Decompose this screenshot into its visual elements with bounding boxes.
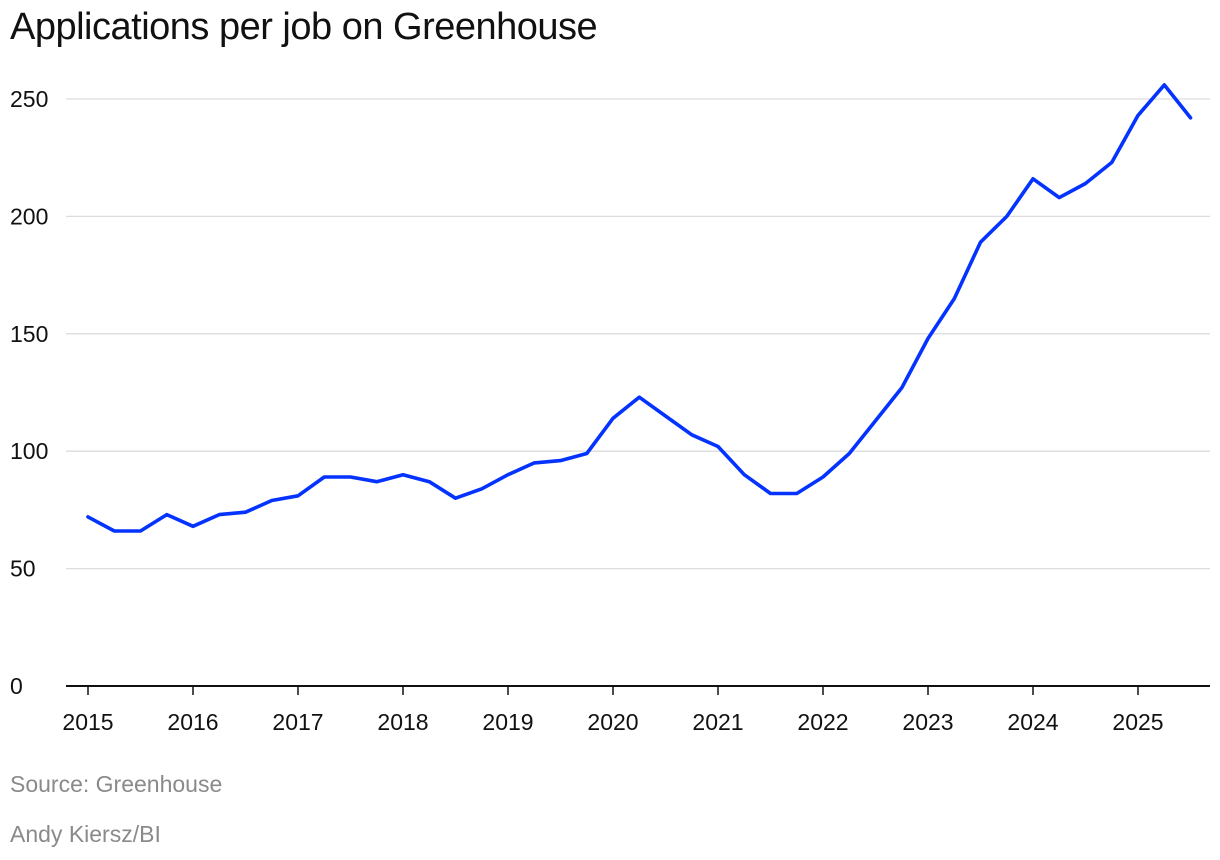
y-tick-label: 0 [10, 673, 23, 699]
y-axis-ticks: 0 50 100 150 200 250 [10, 86, 48, 699]
series-line [86, 83, 1193, 533]
y-tick-label: 50 [10, 556, 36, 582]
x-tick-label: 2020 [587, 709, 638, 735]
x-tick-label: 2024 [1007, 709, 1058, 735]
x-tick-label: 2023 [902, 709, 953, 735]
y-tick-label: 200 [10, 203, 48, 229]
y-tick-label: 250 [10, 86, 48, 112]
x-tick-label: 2017 [272, 709, 323, 735]
gridlines [66, 98, 1210, 570]
x-tick-label: 2021 [692, 709, 743, 735]
x-tick-label: 2019 [482, 709, 533, 735]
x-axis: 2015 2016 2017 2018 2019 2020 2021 2022 2023 2024… [62, 685, 1210, 735]
series-group [86, 83, 1193, 533]
source-note: Source: Greenhouse [10, 771, 223, 797]
x-tick-label: 2022 [797, 709, 848, 735]
x-tick-label: 2018 [377, 709, 428, 735]
y-tick-label: 100 [10, 438, 48, 464]
x-tick-label: 2016 [167, 709, 218, 735]
chart-title: Applications per job on Greenhouse [10, 6, 598, 48]
x-tick-label: 2025 [1112, 709, 1163, 735]
y-tick-label: 150 [10, 321, 48, 347]
x-tick-label: 2015 [62, 709, 113, 735]
credit-note: Andy Kiersz/BI [10, 821, 161, 847]
